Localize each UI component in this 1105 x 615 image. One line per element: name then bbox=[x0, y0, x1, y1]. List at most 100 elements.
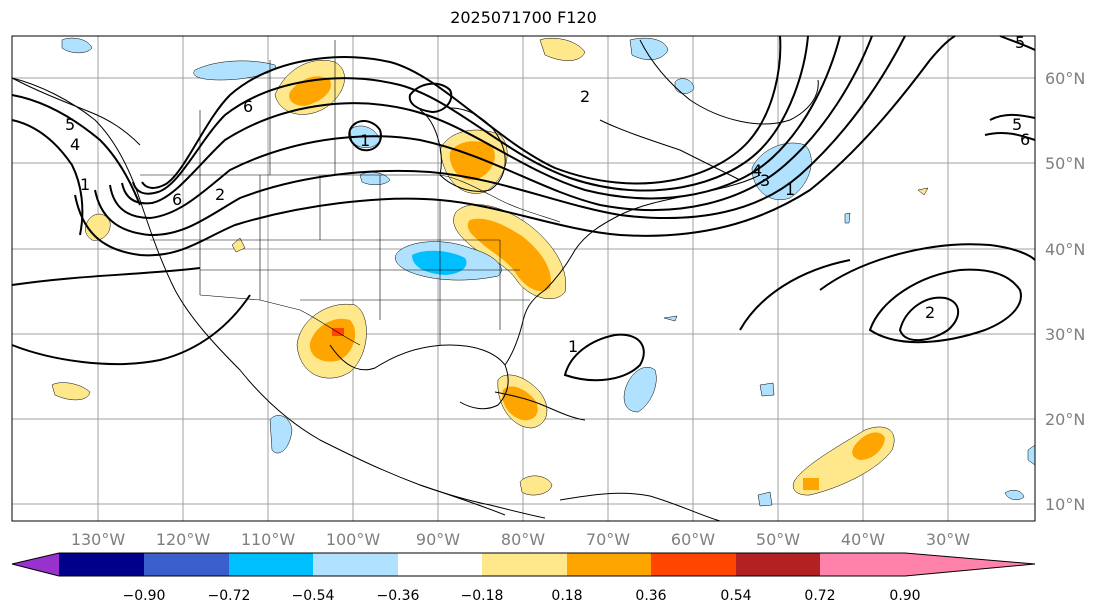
map-title: 2025071700 F120 bbox=[450, 8, 597, 27]
anomaly-area-atlantic-core-2 bbox=[803, 478, 819, 490]
colorbar-extend-right bbox=[820, 553, 1035, 576]
contour-line-2 bbox=[94, 35, 906, 237]
contour-line-12 bbox=[819, 243, 1036, 291]
contour-label: 2 bbox=[215, 185, 225, 204]
coastline-labrador bbox=[599, 119, 741, 181]
contour-labels: 6 6 5 4 1 1 2 2 1 5 6 5 4 3 2 1 bbox=[65, 33, 1030, 356]
colorbar-tick-label: 0.36 bbox=[635, 588, 666, 604]
lat-label: 40°N bbox=[1045, 240, 1085, 259]
colorbar-bin bbox=[59, 553, 144, 576]
contour-label: 1 bbox=[80, 175, 90, 194]
contour-label: 5 bbox=[1015, 33, 1025, 52]
anomaly-area-greenland bbox=[674, 78, 695, 94]
colorbar-bin bbox=[398, 553, 482, 576]
colorbar-tick-label: −0.36 bbox=[377, 588, 420, 604]
colorbar-bin bbox=[567, 553, 651, 576]
colorbar-bin bbox=[482, 553, 567, 576]
lon-label: 70°W bbox=[586, 530, 630, 549]
contour-line-13 bbox=[868, 268, 1022, 344]
lon-label: 50°W bbox=[756, 530, 800, 549]
contour-label: 1 bbox=[785, 180, 795, 199]
lon-label: 120°W bbox=[156, 530, 211, 549]
anomaly-area-pacific-sw bbox=[51, 382, 91, 401]
contour-line-6 bbox=[141, 35, 782, 189]
contour-line-8 bbox=[11, 119, 84, 236]
anomaly-area-arctic bbox=[539, 37, 586, 61]
colorbar-tick-label: −0.90 bbox=[123, 588, 166, 604]
contour-label: 4 bbox=[752, 161, 762, 180]
lon-label: 30°W bbox=[926, 530, 970, 549]
contour-line-15 bbox=[739, 259, 851, 331]
border-states-1 bbox=[199, 175, 501, 345]
lat-label: 50°N bbox=[1045, 154, 1085, 173]
contour-label: 3 bbox=[760, 171, 770, 190]
map-frame bbox=[11, 35, 1036, 522]
contour-line-5 bbox=[132, 35, 809, 195]
colorbar-ticks: −0.90 −0.72 −0.54 −0.36 −0.18 0.18 0.36 … bbox=[123, 588, 921, 604]
colorbar-outline bbox=[11, 552, 1036, 577]
contour-line-10 bbox=[11, 294, 251, 365]
border-us-mexico bbox=[199, 294, 361, 346]
coastline-central-america bbox=[419, 484, 546, 519]
border-us-canada bbox=[140, 174, 561, 223]
longitude-labels: 130°W 120°W 110°W 100°W 90°W 80°W 70°W 6… bbox=[71, 530, 970, 549]
border-states-2 bbox=[150, 239, 530, 301]
contour-line-4 bbox=[121, 35, 841, 205]
coastline-greenland bbox=[639, 39, 819, 125]
lon-label: 60°W bbox=[671, 530, 715, 549]
colorbar-tick-label: −0.72 bbox=[208, 588, 251, 604]
colorbar-bin bbox=[313, 553, 398, 576]
contour-line-3 bbox=[109, 35, 873, 220]
coastline-north-america-west bbox=[11, 77, 506, 516]
contour-label: 6 bbox=[172, 190, 182, 209]
graticule bbox=[12, 36, 1035, 521]
colorbar-extend-left bbox=[12, 553, 59, 576]
contour-label: 5 bbox=[65, 115, 75, 134]
anomaly-area-baja bbox=[269, 415, 293, 454]
lon-label: 130°W bbox=[71, 530, 126, 549]
coastline-cuba bbox=[494, 391, 586, 421]
contour-line-9 bbox=[11, 267, 201, 286]
anomaly-area-bahamas bbox=[623, 366, 657, 413]
lat-label: 60°N bbox=[1045, 69, 1085, 88]
anomaly-area-canada-west-core bbox=[289, 76, 331, 106]
lon-label: 90°W bbox=[416, 530, 460, 549]
lon-label: 80°W bbox=[501, 530, 545, 549]
contour-label: 4 bbox=[70, 135, 80, 154]
lat-label: 10°N bbox=[1045, 495, 1085, 514]
anomaly-area-cuba-core bbox=[502, 386, 538, 421]
colorbar-bin bbox=[229, 553, 313, 576]
lat-label: 20°N bbox=[1045, 410, 1085, 429]
lat-label: 30°N bbox=[1045, 325, 1085, 344]
anomaly-area-small-c bbox=[1004, 489, 1025, 501]
anomaly-area-texas-peak bbox=[332, 328, 344, 336]
coastline-florida bbox=[504, 289, 546, 366]
anomaly-area-small-b bbox=[757, 491, 773, 507]
anomaly-area-great-lakes-core bbox=[467, 218, 551, 292]
colorbar-tick-label: 0.18 bbox=[551, 588, 582, 604]
anomaly-area-small-a bbox=[759, 382, 775, 397]
coastlines bbox=[11, 39, 819, 522]
colorbar-bin bbox=[736, 553, 820, 576]
contour-label: 2 bbox=[580, 87, 590, 106]
contour-label: 1 bbox=[360, 131, 370, 150]
lon-label: 40°W bbox=[841, 530, 885, 549]
contour-label: 6 bbox=[1020, 130, 1030, 149]
contour-label: 5 bbox=[1012, 115, 1022, 134]
anomaly-area-labrador-sea bbox=[751, 142, 812, 200]
contour-lines bbox=[11, 35, 1036, 382]
positive-anomaly-areas bbox=[51, 37, 929, 496]
contour-label: 6 bbox=[243, 97, 253, 116]
anomaly-area-arctic-east bbox=[629, 37, 669, 60]
anomaly-area-ohio-valley-core bbox=[412, 250, 467, 275]
anomaly-area-small-2 bbox=[917, 187, 929, 196]
coastline-alaska bbox=[11, 77, 141, 146]
contour-line-7 bbox=[11, 94, 141, 206]
contour-line-16 bbox=[984, 113, 1036, 141]
colorbar-bin bbox=[144, 553, 229, 576]
anomaly-area-small-e bbox=[663, 315, 678, 322]
contour-line-19 bbox=[408, 82, 453, 114]
contour-line-17 bbox=[999, 35, 1036, 51]
anomaly-area-small-1 bbox=[231, 237, 246, 253]
